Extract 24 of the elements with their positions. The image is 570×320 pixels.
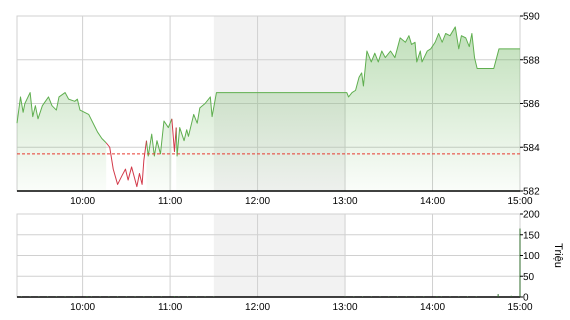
x-tick-label: 15:00 [507, 196, 533, 207]
y2-tick-label: 590 [523, 12, 540, 22]
x-tick-label: 14:00 [420, 196, 446, 207]
y2-axis-title: Triệu [552, 243, 564, 268]
x-tick-label: 12:00 [245, 302, 271, 313]
x-tick-label: 10:00 [70, 302, 96, 313]
x-tick-label: 14:00 [420, 302, 446, 313]
x-tick-label: 11:00 [158, 302, 183, 313]
y2-tick-label: 200 [523, 210, 540, 220]
x-tick-label: 15:00 [507, 302, 533, 313]
y2-tick-label: 50 [523, 272, 535, 283]
x-tick-label: 11:00 [158, 196, 183, 207]
y2-tick-label: 586 [523, 99, 540, 110]
x-tick-label: 13:00 [332, 302, 358, 313]
y2-tick-label: 584 [523, 142, 540, 154]
y2-tick-label: 150 [523, 230, 540, 242]
y2-tick-label: 0 [523, 292, 529, 304]
x-tick-label: 10:00 [70, 196, 96, 207]
line-series [106, 140, 147, 188]
y2-tick-label: 100 [523, 251, 540, 262]
y2-tick-label: 588 [523, 55, 540, 66]
y2-tick-label: 582 [523, 186, 540, 198]
x-tick-label: 12:00 [245, 196, 271, 207]
x-tick-label: 13:00 [332, 196, 358, 207]
